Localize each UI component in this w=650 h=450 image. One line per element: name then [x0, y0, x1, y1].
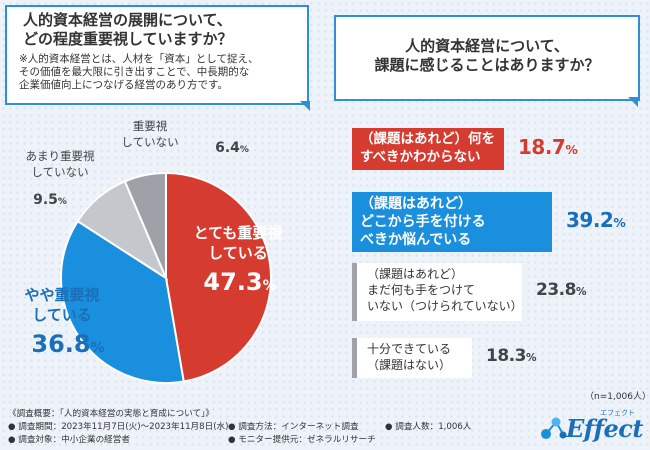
footer-people: ● 調査人数：1,006人 — [385, 422, 472, 432]
right-question-line-1: 人的資本経営について、 — [405, 37, 569, 55]
footer-method: ● 調査方法：インターネット調査 — [228, 422, 359, 432]
pie-label-line: とても重要視 — [194, 224, 283, 242]
right-question-box: 人的資本経営について、 課題に感じることはありますか？ — [334, 15, 640, 101]
left-question-box: 人的資本経営の展開について、 どの程度重要視していますか？ ※人的資本経営とは、… — [5, 5, 309, 105]
pie-percent-2: 36.8% — [31, 330, 104, 358]
left-note-line-1: ※人的資本経営とは、人材を「資本」として捉え、 — [19, 53, 259, 65]
pie-slice-4 — [123, 171, 167, 279]
pie-chart: とても重要視している47.3%やや重要視している36.8%あまり重要視していない… — [24, 119, 283, 384]
footer-target: ● 調査対象：中小企業の経営者 — [8, 435, 130, 445]
footer-overview: 《調査概要：「人的資本経営の実態と育成について」》 — [8, 409, 214, 419]
footer-provider: ● モニター提供元：ゼネラルリサーチ — [228, 435, 376, 445]
pie-percent-4: 6.4% — [215, 140, 249, 156]
pie-label-line: 重要視 — [133, 119, 168, 133]
effect-logo: エフェクト Effect — [538, 408, 644, 446]
pie-slice-2 — [60, 219, 185, 384]
pie-label-line: あまり重要視 — [26, 149, 95, 163]
molecule-icon — [541, 417, 567, 439]
pie-label-line: していない — [121, 135, 178, 149]
pie-percent-1: 47.3% — [203, 268, 276, 296]
pie-label-line: している — [208, 244, 268, 262]
pie-label-line: している — [32, 306, 92, 324]
left-note-line-2: その価値を最大限に引き出すことで、中長期的な — [19, 66, 250, 78]
pie-label-line: やや重要視 — [24, 286, 99, 304]
pie-percent-3: 9.5% — [33, 192, 67, 208]
logo-wordmark: Effect — [566, 414, 643, 443]
left-note-line-3: 企業価値向上につなげる経営のあり方です。 — [19, 79, 228, 91]
sample-size: （n=1,006人） — [585, 392, 650, 402]
pie-label-line: していない — [31, 165, 88, 179]
right-question-line-2: 課題に感じることはありますか？ — [374, 56, 600, 74]
pie-slice-1 — [165, 171, 272, 383]
footer-period: ● 調査期間：2023年11月7日(火)〜2023年11月8日(水) — [8, 422, 229, 432]
left-box-pointer — [300, 101, 310, 111]
right-box-pointer — [628, 97, 638, 107]
logo-kana: エフェクト — [600, 409, 635, 417]
left-question-line-2: どの程度重要視していますか？ — [23, 30, 233, 48]
left-question-line-1: 人的資本経営の展開について、 — [23, 11, 232, 29]
